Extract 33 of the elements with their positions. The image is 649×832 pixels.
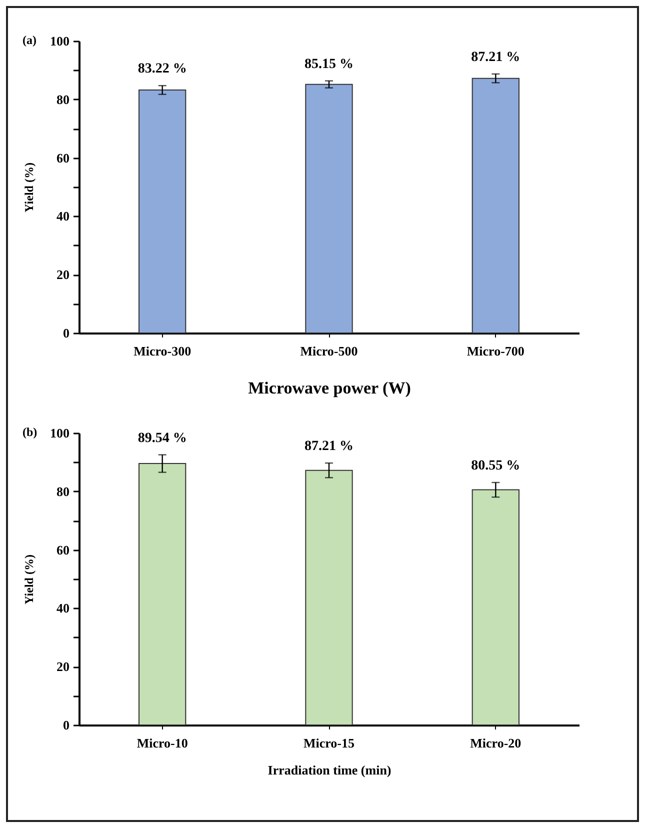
x-axis-title: Microwave power (W) [248,378,411,398]
y-tick-label: 40 [56,208,70,224]
y-tick-label: 0 [63,718,70,732]
y-tick-label: 100 [50,34,70,48]
x-tick-label: Micro-20 [470,736,522,750]
y-tick-label: 40 [56,600,70,616]
x-tick-label: Micro-500 [300,344,358,358]
y-tick-label: 80 [56,484,70,499]
x-tick-label: Micro-15 [303,736,355,750]
data-label: 80.55 % [471,458,520,474]
y-tick-label: 60 [56,542,70,558]
y-tick-label: 60 [56,150,70,166]
y-tick-label: 0 [63,326,70,340]
y-tick-label: 80 [56,92,70,107]
chart-title: (a) [22,33,36,47]
x-tick-label: Micro-300 [134,344,192,358]
bar [472,489,520,726]
data-label: 83.22 % [138,62,187,77]
x-axis-title: Irradiation time (min) [268,762,392,778]
y-tick-label: 20 [56,267,70,282]
y-axis-title: Yield (%) [22,162,36,212]
chart-title: (b) [22,425,38,439]
y-axis-title: Yield (%) [22,554,36,604]
bar [138,463,186,726]
data-label: 87.21 % [304,439,354,454]
data-label: 89.54 % [138,430,187,446]
data-label: 87.21 % [471,50,520,65]
x-tick-label: Micro-700 [466,344,524,358]
x-tick-label: Micro-10 [136,736,188,750]
data-label: 85.15 % [304,56,354,72]
y-tick-label: 100 [50,426,70,440]
bar [305,470,353,726]
y-tick-label: 20 [56,659,70,674]
